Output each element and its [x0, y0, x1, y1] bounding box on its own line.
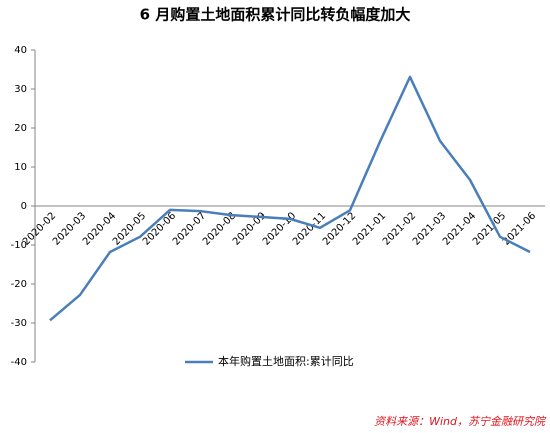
y-tick-label: 0	[21, 201, 27, 212]
y-tick-label: 30	[14, 84, 27, 95]
x-tick-label: 2021-06	[501, 210, 538, 247]
chart-title: 6 月购置土地面积累计同比转负幅度加大	[140, 6, 411, 24]
y-tick-label: -10	[11, 240, 27, 251]
y-tick-label: -40	[11, 357, 27, 368]
y-tick-label: 20	[14, 123, 27, 134]
legend-label: 本年购置土地面积:累计同比	[218, 354, 354, 368]
y-tick-label: 40	[14, 45, 27, 56]
y-tick-label: -20	[11, 279, 27, 290]
y-tick-label: -30	[11, 318, 27, 329]
source-note: 资料来源：Wind，苏宁金融研究院	[374, 415, 547, 428]
y-tick-label: 10	[14, 162, 27, 173]
series-line	[49, 75, 531, 322]
